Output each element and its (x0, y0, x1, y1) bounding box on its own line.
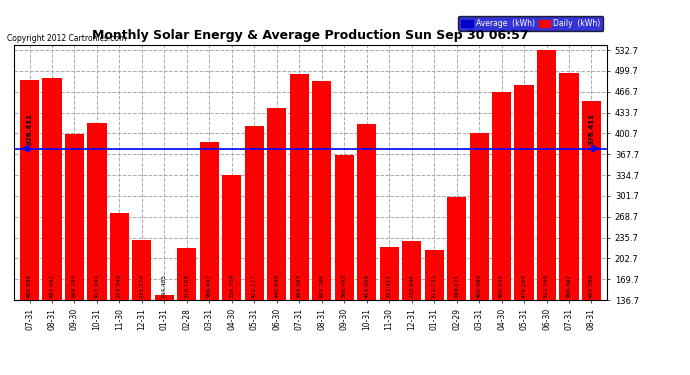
Text: 231.574: 231.574 (139, 274, 144, 298)
Text: 400.999: 400.999 (477, 274, 482, 298)
Text: 532.748: 532.748 (544, 274, 549, 298)
Text: 386.447: 386.447 (207, 274, 212, 298)
Text: 414.906: 414.906 (364, 274, 369, 298)
Bar (312, 81, 331, 375)
Text: Copyright 2012 Cartronics.com: Copyright 2012 Cartronics.com (7, 34, 126, 43)
Text: 334.709: 334.709 (229, 274, 235, 298)
Text: 496.462: 496.462 (566, 274, 571, 298)
Bar (402, 240, 421, 375)
Text: 230.896: 230.896 (409, 274, 414, 298)
Text: 466.044: 466.044 (499, 274, 504, 298)
Bar (492, 92, 511, 375)
Bar (537, 50, 556, 375)
Bar (132, 240, 152, 375)
Bar (267, 108, 286, 375)
Text: 144.485: 144.485 (162, 274, 167, 298)
Bar (290, 74, 309, 375)
Bar (155, 295, 174, 375)
Bar (200, 142, 219, 375)
Bar (110, 213, 129, 375)
Text: 440.948: 440.948 (275, 274, 279, 298)
Text: 476.568: 476.568 (522, 274, 526, 298)
Text: 417.244: 417.244 (95, 274, 99, 298)
Title: Monthly Solar Energy & Average Production Sun Sep 30 06:57: Monthly Solar Energy & Average Productio… (92, 30, 529, 42)
Text: 483.766: 483.766 (319, 274, 324, 298)
Bar (177, 248, 197, 375)
Bar (222, 175, 242, 375)
Text: 399.795: 399.795 (72, 274, 77, 298)
Text: 215.731: 215.731 (432, 274, 437, 298)
Text: 366.493: 366.493 (342, 274, 346, 298)
Text: 487.691: 487.691 (50, 274, 55, 298)
Bar (335, 155, 354, 375)
Bar (447, 197, 466, 375)
Bar (515, 86, 533, 375)
Bar (424, 250, 444, 375)
Bar (20, 80, 39, 375)
Text: 376.411: 376.411 (589, 113, 595, 145)
Text: 274.749: 274.749 (117, 274, 122, 298)
Text: 452.388: 452.388 (589, 274, 594, 298)
Bar (560, 73, 578, 375)
Bar (43, 78, 61, 375)
Text: 494.193: 494.193 (297, 274, 302, 298)
Bar (65, 134, 84, 375)
Text: 376.411: 376.411 (26, 113, 32, 145)
Bar (88, 123, 106, 375)
Text: 219.108: 219.108 (184, 274, 189, 298)
Bar (357, 124, 376, 375)
Bar (582, 101, 601, 375)
Legend: Average  (kWh), Daily  (kWh): Average (kWh), Daily (kWh) (458, 16, 603, 31)
Text: 221.411: 221.411 (386, 274, 392, 298)
Text: 485.886: 485.886 (27, 274, 32, 298)
Text: 299.271: 299.271 (454, 274, 459, 298)
Bar (469, 133, 489, 375)
Text: 412.177: 412.177 (252, 274, 257, 298)
Bar (245, 126, 264, 375)
Bar (380, 246, 399, 375)
